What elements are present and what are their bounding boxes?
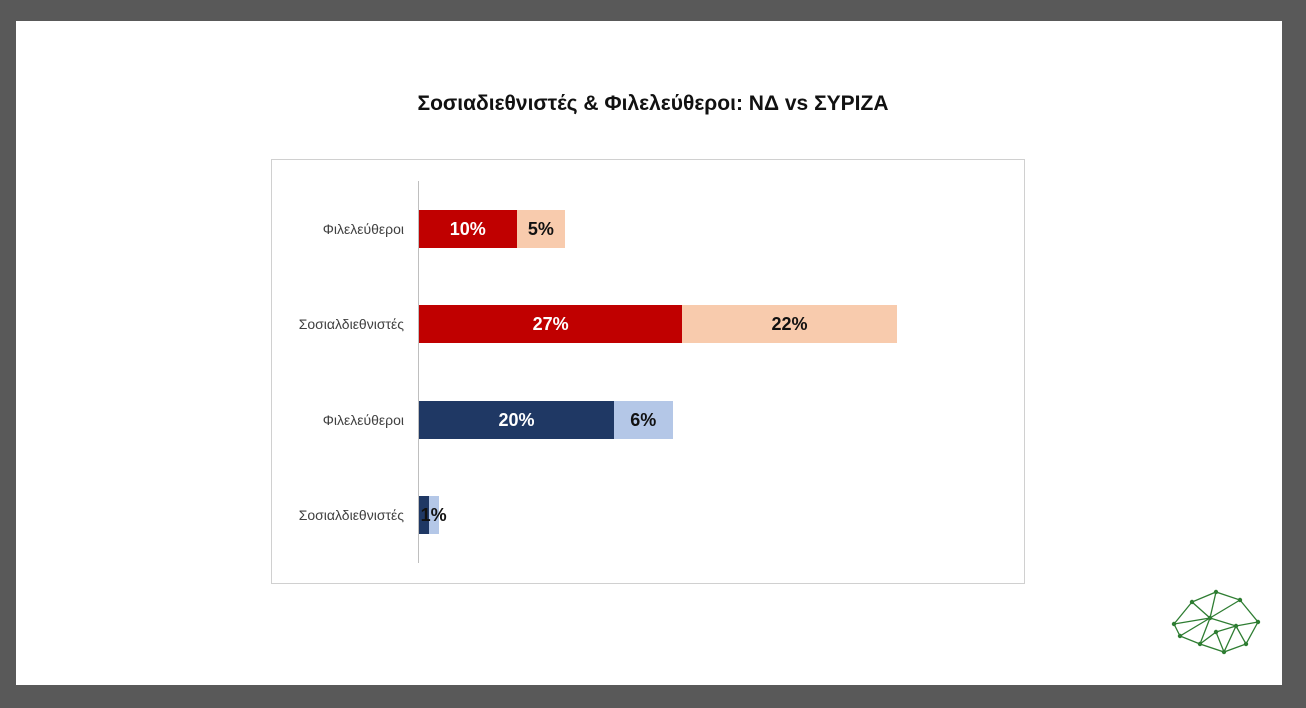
bar-segment: 1% <box>421 496 447 534</box>
bar-segment: 10% <box>419 210 517 248</box>
data-label: 6% <box>630 409 657 430</box>
network-mesh-icon <box>1171 589 1261 655</box>
data-label: 10% <box>449 218 486 239</box>
bar-segment: 6% <box>614 401 673 439</box>
data-label: 1% <box>420 504 447 525</box>
data-label: 22% <box>771 313 808 334</box>
category-label: Σοσιαλδιεθνιστές <box>298 316 404 332</box>
bar-segment: 27% <box>419 305 683 343</box>
chart-frame <box>271 159 1025 584</box>
data-label: 5% <box>527 218 554 239</box>
chart-title: Σοσιαδιεθνιστές & Φιλελεύθεροι: ΝΔ vs ΣΥ… <box>417 92 889 115</box>
category-label: Φιλελεύθεροι <box>322 412 404 428</box>
category-axis-line <box>418 181 419 563</box>
data-label: 27% <box>532 313 569 334</box>
data-label: 20% <box>498 409 535 430</box>
bar-segment <box>419 496 429 534</box>
category-label: Φιλελεύθεροι <box>322 221 404 237</box>
slide-canvas <box>16 21 1282 685</box>
bar-segment: 22% <box>682 305 897 343</box>
bar-segment: 20% <box>419 401 614 439</box>
bar-segment: 5% <box>516 210 566 248</box>
category-label: Σοσιαλδιεθνιστές <box>298 507 404 523</box>
